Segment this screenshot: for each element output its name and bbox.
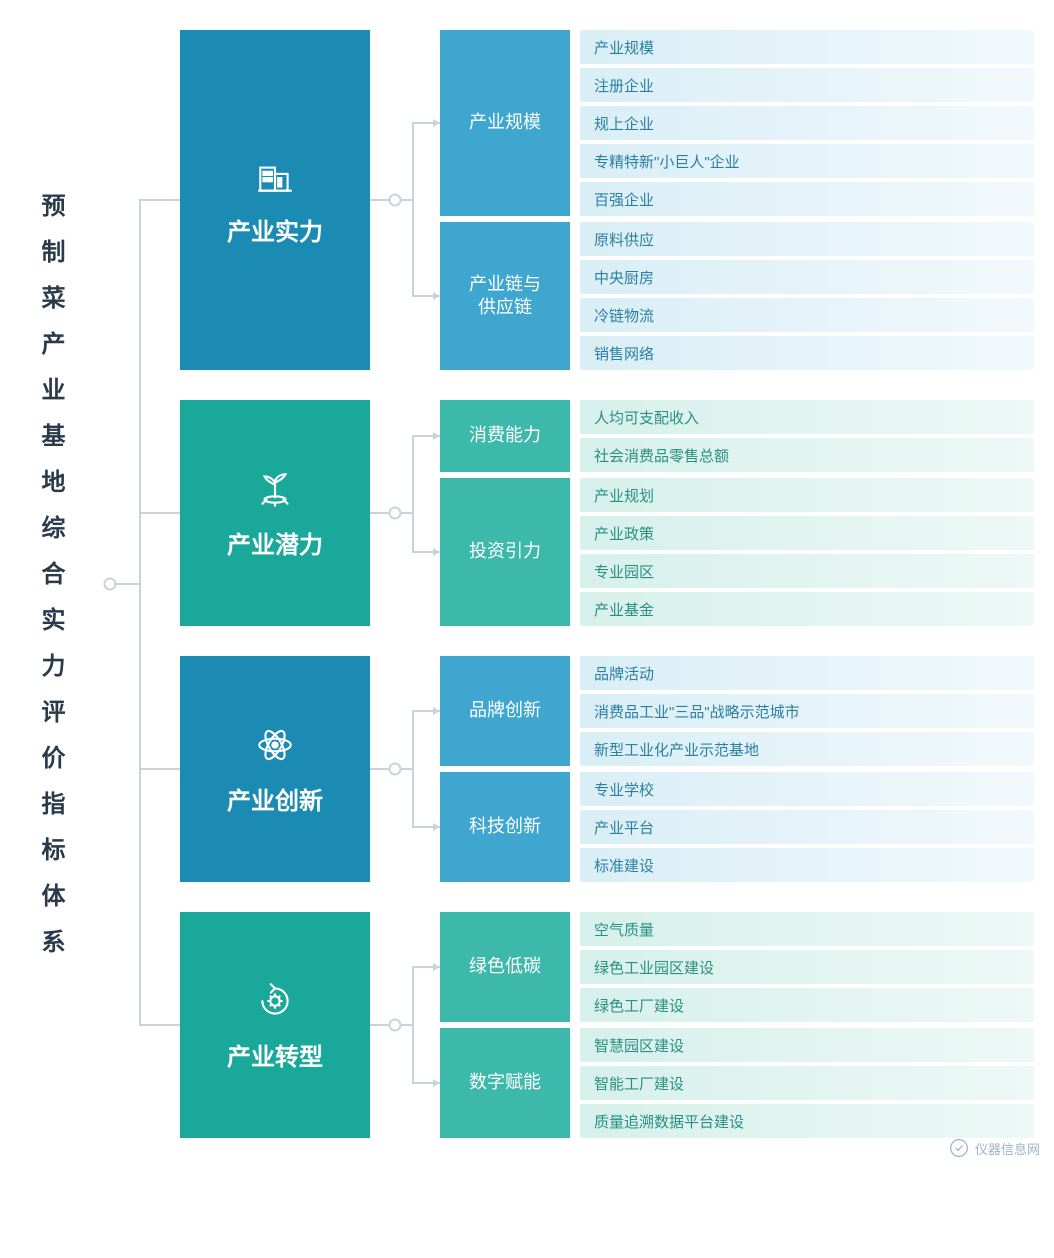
level3-item: 产业平台 xyxy=(580,810,1034,844)
level3-item: 智慧园区建设 xyxy=(580,1028,1034,1062)
level3-item: 冷链物流 xyxy=(580,298,1034,332)
level3-item: 空气质量 xyxy=(580,912,1034,946)
level1-box: 产业实力 xyxy=(180,30,370,370)
level3-item: 销售网络 xyxy=(580,336,1034,370)
root-title: 预制菜产业基地综合实力评价指标体系 xyxy=(38,193,62,975)
level3-item: 产业规划 xyxy=(580,478,1034,512)
level2-row: 绿色低碳空气质量绿色工业园区建设绿色工厂建设 xyxy=(440,912,1034,1022)
level1-label: 产业潜力 xyxy=(227,525,323,560)
level2-row: 消费能力人均可支配收入社会消费品零售总额 xyxy=(440,400,1034,472)
level3-item: 规上企业 xyxy=(580,106,1034,140)
level3-column: 智慧园区建设智能工厂建设质量追溯数据平台建设 xyxy=(580,1028,1034,1138)
level3-item: 人均可支配收入 xyxy=(580,400,1034,434)
watermark-text: 仪器信息网 xyxy=(975,1139,1040,1158)
level1-box: 产业潜力 xyxy=(180,400,370,626)
level3-column: 空气质量绿色工业园区建设绿色工厂建设 xyxy=(580,912,1034,1022)
level3-item: 产业政策 xyxy=(580,516,1034,550)
atom-icon xyxy=(253,723,297,767)
level3-column: 品牌活动消费品工业"三品"战略示范城市新型工业化产业示范基地 xyxy=(580,656,1034,766)
level2-row: 数字赋能智慧园区建设智能工厂建设质量追溯数据平台建设 xyxy=(440,1028,1034,1138)
level2-group: 消费能力人均可支配收入社会消费品零售总额投资引力产业规划产业政策专业园区产业基金 xyxy=(440,400,1034,626)
level3-item: 产业规模 xyxy=(580,30,1034,64)
level3-item: 专业园区 xyxy=(580,554,1034,588)
level2-group: 绿色低碳空气质量绿色工业园区建设绿色工厂建设数字赋能智慧园区建设智能工厂建设质量… xyxy=(440,912,1034,1138)
level1-label: 产业转型 xyxy=(227,1037,323,1072)
level3-column: 人均可支配收入社会消费品零售总额 xyxy=(580,400,1034,472)
branch-innovation: 产业创新品牌创新品牌活动消费品工业"三品"战略示范城市新型工业化产业示范基地科技… xyxy=(180,656,1034,882)
level3-item: 注册企业 xyxy=(580,68,1034,102)
branch-potential: 产业潜力 消费能力人均可支配收入社会消费品零售总额投资引力产业规划产业政策专业园区… xyxy=(180,400,1034,626)
level3-column: 产业规划产业政策专业园区产业基金 xyxy=(580,478,1034,626)
cycle-icon xyxy=(253,979,297,1023)
level3-item: 绿色工业园区建设 xyxy=(580,950,1034,984)
level3-item: 绿色工厂建设 xyxy=(580,988,1034,1022)
level2-row: 品牌创新品牌活动消费品工业"三品"战略示范城市新型工业化产业示范基地 xyxy=(440,656,1034,766)
level2-box: 投资引力 xyxy=(440,478,570,626)
level2-box: 消费能力 xyxy=(440,400,570,472)
level3-item: 品牌活动 xyxy=(580,656,1034,690)
level2-box: 科技创新 xyxy=(440,772,570,882)
level3-item: 消费品工业"三品"战略示范城市 xyxy=(580,694,1034,728)
level1-label: 产业创新 xyxy=(227,781,323,816)
branch-strength: 产业实力产业规模产业规模注册企业规上企业专精特新"小巨人"企业百强企业产业链与 … xyxy=(180,30,1034,370)
level1-box: 产业创新 xyxy=(180,656,370,882)
level2-row: 科技创新专业学校产业平台标准建设 xyxy=(440,772,1034,882)
level3-item: 社会消费品零售总额 xyxy=(580,438,1034,472)
branch-transform: 产业转型绿色低碳空气质量绿色工业园区建设绿色工厂建设数字赋能智慧园区建设智能工厂… xyxy=(180,912,1034,1138)
level3-item: 标准建设 xyxy=(580,848,1034,882)
level3-column: 产业规模注册企业规上企业专精特新"小巨人"企业百强企业 xyxy=(580,30,1034,216)
level3-item: 中央厨房 xyxy=(580,260,1034,294)
building-icon xyxy=(253,154,297,198)
root-column: 预制菜产业基地综合实力评价指标体系 xyxy=(20,30,80,1138)
level3-item: 原料供应 xyxy=(580,222,1034,256)
level3-item: 专业学校 xyxy=(580,772,1034,806)
level3-item: 新型工业化产业示范基地 xyxy=(580,732,1034,766)
level2-box: 产业链与 供应链 xyxy=(440,222,570,370)
level1-box: 产业转型 xyxy=(180,912,370,1138)
level3-column: 专业学校产业平台标准建设 xyxy=(580,772,1034,882)
level2-row: 产业链与 供应链原料供应中央厨房冷链物流销售网络 xyxy=(440,222,1034,370)
level2-box: 产业规模 xyxy=(440,30,570,216)
branches: 产业实力产业规模产业规模注册企业规上企业专精特新"小巨人"企业百强企业产业链与 … xyxy=(180,30,1034,1138)
level2-group: 品牌创新品牌活动消费品工业"三品"战略示范城市新型工业化产业示范基地科技创新专业… xyxy=(440,656,1034,882)
sprout-icon xyxy=(253,467,297,511)
level3-column: 原料供应中央厨房冷链物流销售网络 xyxy=(580,222,1034,370)
level2-box: 品牌创新 xyxy=(440,656,570,766)
diagram-container: 预制菜产业基地综合实力评价指标体系 产业实力产业规模产业规模注册企业规上企业专精… xyxy=(20,30,1034,1138)
level2-box: 数字赋能 xyxy=(440,1028,570,1138)
level3-item: 专精特新"小巨人"企业 xyxy=(580,144,1034,178)
level2-row: 投资引力产业规划产业政策专业园区产业基金 xyxy=(440,478,1034,626)
watermark-icon xyxy=(949,1138,969,1158)
level3-item: 产业基金 xyxy=(580,592,1034,626)
level1-label: 产业实力 xyxy=(227,212,323,247)
level2-row: 产业规模产业规模注册企业规上企业专精特新"小巨人"企业百强企业 xyxy=(440,30,1034,216)
level3-item: 质量追溯数据平台建设 xyxy=(580,1104,1034,1138)
level3-item: 百强企业 xyxy=(580,182,1034,216)
level2-group: 产业规模产业规模注册企业规上企业专精特新"小巨人"企业百强企业产业链与 供应链原… xyxy=(440,30,1034,370)
watermark: 仪器信息网 xyxy=(949,1138,1040,1158)
level2-box: 绿色低碳 xyxy=(440,912,570,1022)
level3-item: 智能工厂建设 xyxy=(580,1066,1034,1100)
